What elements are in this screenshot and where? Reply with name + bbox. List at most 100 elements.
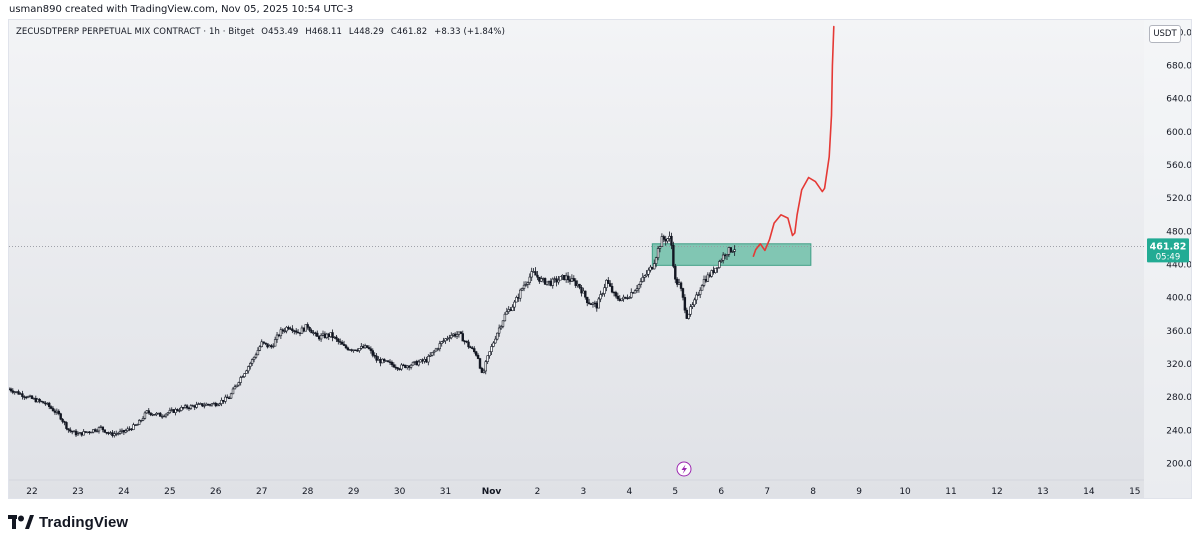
candle[interactable]	[589, 302, 593, 305]
candle[interactable]	[195, 401, 198, 409]
candle[interactable]	[363, 343, 367, 349]
candle[interactable]	[406, 365, 409, 370]
candle[interactable]	[451, 333, 455, 338]
candle[interactable]	[283, 327, 286, 334]
candle[interactable]	[306, 322, 309, 330]
candle[interactable]	[174, 407, 177, 416]
candle[interactable]	[421, 358, 424, 364]
candle[interactable]	[541, 277, 545, 283]
candle[interactable]	[101, 426, 105, 433]
candle[interactable]	[300, 325, 304, 334]
candle[interactable]	[233, 384, 237, 390]
candle[interactable]	[515, 295, 518, 303]
candle[interactable]	[237, 381, 240, 387]
candle[interactable]	[367, 345, 371, 350]
candle[interactable]	[78, 432, 82, 435]
candle[interactable]	[526, 281, 530, 289]
candle[interactable]	[168, 407, 172, 414]
candle[interactable]	[610, 282, 614, 294]
candle[interactable]	[706, 272, 710, 282]
candle[interactable]	[524, 281, 528, 287]
candle[interactable]	[82, 429, 85, 436]
candle[interactable]	[241, 375, 244, 378]
candle[interactable]	[407, 365, 411, 371]
candle[interactable]	[264, 342, 267, 346]
candle[interactable]	[501, 320, 505, 329]
candle[interactable]	[222, 399, 225, 404]
candle[interactable]	[528, 273, 531, 286]
candle[interactable]	[118, 428, 122, 435]
candle[interactable]	[534, 267, 537, 276]
candle[interactable]	[185, 404, 189, 410]
candle[interactable]	[162, 414, 166, 418]
candle[interactable]	[582, 287, 585, 294]
candle[interactable]	[616, 292, 620, 301]
candle[interactable]	[262, 341, 265, 345]
candle[interactable]	[687, 313, 690, 320]
candle[interactable]	[46, 402, 49, 406]
candle[interactable]	[530, 267, 533, 282]
candle[interactable]	[488, 351, 491, 359]
candle[interactable]	[474, 350, 478, 357]
candle[interactable]	[624, 296, 627, 300]
candle[interactable]	[243, 373, 246, 378]
candle[interactable]	[93, 428, 97, 433]
candle[interactable]	[323, 331, 327, 339]
candle[interactable]	[490, 343, 493, 355]
candle[interactable]	[229, 392, 233, 399]
candle[interactable]	[254, 352, 258, 359]
candle[interactable]	[620, 298, 623, 302]
candle[interactable]	[329, 332, 332, 338]
candle[interactable]	[461, 330, 464, 342]
candle[interactable]	[729, 247, 733, 253]
candle[interactable]	[258, 345, 262, 352]
candle[interactable]	[206, 403, 210, 406]
candle[interactable]	[212, 401, 216, 405]
candle[interactable]	[281, 328, 284, 334]
candle[interactable]	[48, 401, 51, 410]
lightning-icon[interactable]	[676, 461, 692, 477]
candle[interactable]	[513, 300, 516, 312]
chart-pane[interactable]: 200.00 240.00 280.00 320.00 360.00 400.00 440.…	[8, 19, 1192, 499]
candle[interactable]	[645, 270, 648, 278]
candle[interactable]	[442, 337, 445, 344]
candle[interactable]	[272, 343, 275, 349]
candle[interactable]	[11, 388, 15, 395]
candle[interactable]	[44, 401, 47, 406]
candle[interactable]	[32, 397, 36, 400]
candle[interactable]	[187, 406, 191, 411]
candle[interactable]	[107, 431, 110, 436]
candle[interactable]	[459, 331, 463, 335]
candle[interactable]	[296, 329, 300, 334]
candle[interactable]	[643, 274, 646, 282]
candle[interactable]	[580, 284, 583, 297]
candle[interactable]	[423, 356, 426, 364]
candle[interactable]	[164, 413, 168, 419]
candle[interactable]	[256, 347, 260, 356]
candle[interactable]	[384, 360, 388, 362]
candle[interactable]	[450, 332, 453, 340]
candle[interactable]	[249, 361, 252, 370]
candle[interactable]	[42, 401, 45, 404]
candle[interactable]	[714, 267, 717, 274]
candle[interactable]	[99, 425, 103, 429]
candle[interactable]	[105, 431, 108, 435]
candle[interactable]	[266, 343, 269, 349]
candle[interactable]	[103, 429, 106, 433]
candle[interactable]	[49, 405, 53, 410]
candle[interactable]	[151, 413, 154, 417]
candle[interactable]	[61, 418, 64, 424]
candle[interactable]	[203, 402, 206, 409]
candle[interactable]	[467, 339, 470, 349]
candle[interactable]	[97, 426, 101, 434]
candle[interactable]	[327, 332, 330, 341]
candle[interactable]	[15, 391, 18, 394]
candle[interactable]	[557, 275, 560, 285]
candle[interactable]	[695, 291, 698, 304]
candle[interactable]	[473, 346, 476, 354]
candle[interactable]	[268, 344, 271, 348]
candle[interactable]	[631, 291, 635, 294]
candle[interactable]	[354, 349, 357, 352]
candle[interactable]	[214, 401, 217, 408]
candle[interactable]	[559, 276, 562, 281]
